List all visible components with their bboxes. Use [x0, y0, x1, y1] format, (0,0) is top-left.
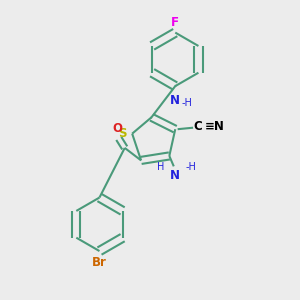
- Text: C: C: [194, 120, 203, 133]
- Text: N: N: [170, 169, 180, 182]
- Text: Br: Br: [92, 256, 107, 268]
- Text: ≡N: ≡N: [204, 120, 224, 133]
- Text: -H: -H: [181, 98, 192, 108]
- Text: H: H: [157, 162, 164, 172]
- Text: F: F: [171, 16, 179, 29]
- Text: S: S: [118, 127, 127, 140]
- Text: N: N: [170, 94, 180, 107]
- Text: O: O: [112, 122, 122, 134]
- Text: -H: -H: [186, 162, 196, 172]
